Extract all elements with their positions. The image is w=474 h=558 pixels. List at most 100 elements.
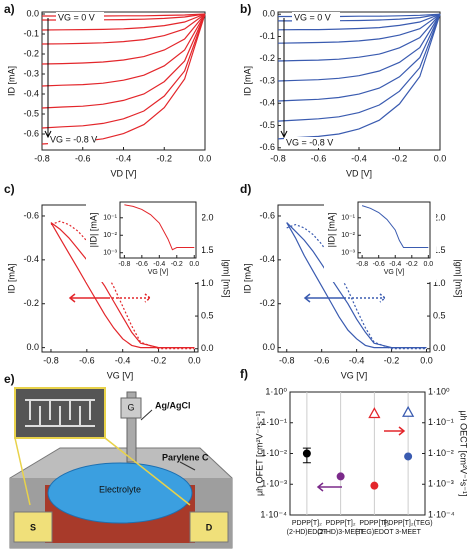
y-tick-label: -0.4 <box>23 254 39 264</box>
x-tick-label: -0.6 <box>136 261 148 268</box>
series-line <box>50 222 195 349</box>
x-tick-label: -0.4 <box>349 355 365 365</box>
y-tick-label: 0.0 <box>262 342 275 352</box>
series-line <box>41 13 206 129</box>
direction-arrow <box>68 293 110 303</box>
y-tick-label: -0.6 <box>259 210 275 220</box>
plot-frame <box>357 201 431 259</box>
y-tick-label: -0.2 <box>259 53 275 63</box>
x-tick-label: -0.6 <box>373 261 385 268</box>
marker <box>302 449 311 458</box>
y-axis-label: ID [mA] <box>242 263 252 293</box>
series-line <box>277 13 441 44</box>
annotation-bg <box>292 12 340 23</box>
y-tick-label: -0.5 <box>259 120 275 130</box>
y2-axis-label: |gm| [mS] <box>454 259 464 297</box>
series-line <box>41 13 206 109</box>
x-tick-label: 0.0 <box>189 261 199 268</box>
annotation-bg <box>48 134 96 145</box>
y2-tick-label: 0.0 <box>433 343 446 353</box>
direction-arrow <box>112 293 152 303</box>
y-axis-label: ID [mA] <box>6 66 16 96</box>
y2-tick-label: 1·10⁻¹ <box>428 417 454 427</box>
zoom-line <box>104 437 191 506</box>
series-line <box>124 204 195 251</box>
leader <box>179 461 196 471</box>
plot-frame <box>41 11 206 151</box>
series-line <box>41 13 206 31</box>
series-line <box>277 13 441 62</box>
source-pad <box>13 511 53 543</box>
series-line <box>286 222 427 349</box>
annotation: VG = -0.8 V <box>50 134 97 144</box>
x-tick-label: (2-HD)EDOT <box>287 529 328 536</box>
direction-arrow <box>384 426 406 436</box>
panel: 10⁻¹ 10⁻² 10⁻³-0.8 -0.6 -0.4 -0.2 0.0 VG [V] |ID… <box>86 200 202 282</box>
x-tick-label: -0.6 <box>75 153 91 163</box>
x-tick-label: PDPP[T]₂ <box>326 520 356 527</box>
x-tick-label: -0.8 <box>356 261 368 268</box>
x-tick-label: -0.4 <box>153 261 165 268</box>
y-tick-label: 1·10⁻³ <box>261 479 287 489</box>
gate-label: G <box>127 402 134 412</box>
x-tick-label: -0.2 <box>151 355 167 365</box>
annotation-arrow <box>44 18 52 139</box>
electrolyte-label: Electrolyte <box>99 484 141 494</box>
gate-rod <box>126 391 137 463</box>
x-tick-label: -0.8 <box>43 355 59 365</box>
direction-arrow <box>348 293 387 303</box>
panel: a) -0.6 -0.5 -0.4 -0.3 -0.2 -0.1 0.0 -0.8 -0.6 -0.… <box>4 2 211 178</box>
y-tick-label: -0.3 <box>23 68 39 78</box>
y-tick-label: -0.6 <box>259 142 275 152</box>
y2-tick-label: 1.0 <box>433 278 446 288</box>
x-axis-label: VD [V] <box>346 168 372 178</box>
y-tick-label: -0.4 <box>259 98 275 108</box>
y-tick-label: 10⁻² <box>103 232 117 239</box>
x-axis-label: VG [V] <box>341 370 368 380</box>
x-tick-label: -0.6 <box>311 153 327 163</box>
y-tick-label: 10⁻² <box>341 232 355 239</box>
x-axis-label: VG [V] <box>107 370 134 380</box>
series-line <box>41 13 206 45</box>
annotation: VG = 0 V <box>58 12 95 22</box>
leader <box>140 409 153 421</box>
y-tick-label: -0.3 <box>259 75 275 85</box>
x-axis-label: VG [V] <box>148 269 169 276</box>
y-tick-label: -0.1 <box>259 31 275 41</box>
x-axis-label: VD [V] <box>110 168 136 178</box>
y-tick-label: 1·10⁻¹ <box>261 417 287 427</box>
x-tick-label: PDPP[T]₂(TEG) <box>384 520 433 527</box>
drain-pad <box>189 511 229 543</box>
y2-tick-label: 1·10⁻⁴ <box>428 509 455 519</box>
x-tick-label: 0.0 <box>423 261 433 268</box>
device-diagram: e) G Ag/AgCl Parylene C Electrolyte S D <box>4 372 233 549</box>
x-tick-label: -0.2 <box>392 153 408 163</box>
series-line <box>41 13 206 87</box>
x-tick-label: -0.2 <box>406 261 418 268</box>
y2-tick-label: 2.0 <box>201 212 214 222</box>
x-tick-label: -0.2 <box>156 153 172 163</box>
parylene-label: Parylene C <box>162 452 209 462</box>
x-tick-label: PDPP[T]₂ <box>292 520 322 527</box>
y-tick-label: 0.0 <box>26 8 39 18</box>
series-line <box>277 13 441 102</box>
plot-frame <box>119 201 197 259</box>
drain-label: D <box>206 522 213 532</box>
x-tick-label: -0.2 <box>384 355 400 365</box>
marker <box>404 452 413 461</box>
source-label: S <box>30 522 36 532</box>
y-tick-label: 10⁻¹ <box>103 215 117 222</box>
reference-label: Ag/AgCl <box>155 400 191 410</box>
panel: b)-0.6-0.5-0.4-0.3-0.2-0.10.0-0.8 -0.6 -0.… <box>240 2 446 178</box>
x-tick-label: -0.4 <box>115 355 131 365</box>
series-line <box>277 13 441 82</box>
annotation-bg <box>284 137 332 148</box>
panel: 10⁻¹ 10⁻² 10⁻³-0.8 -0.6 -0.4 -0.2 0.0 VG [V] |ID… <box>324 200 436 282</box>
y2-tick-label: 1·10⁻³ <box>428 479 454 489</box>
x-tick-label: (2-HD)3-MEET <box>317 529 364 536</box>
y2-tick-label: 2.0 <box>433 212 446 222</box>
series-line <box>361 205 429 248</box>
panel-label: f) <box>240 367 248 381</box>
y-tick-label: -0.2 <box>259 298 275 308</box>
y2-tick-label: 0.5 <box>201 310 214 320</box>
